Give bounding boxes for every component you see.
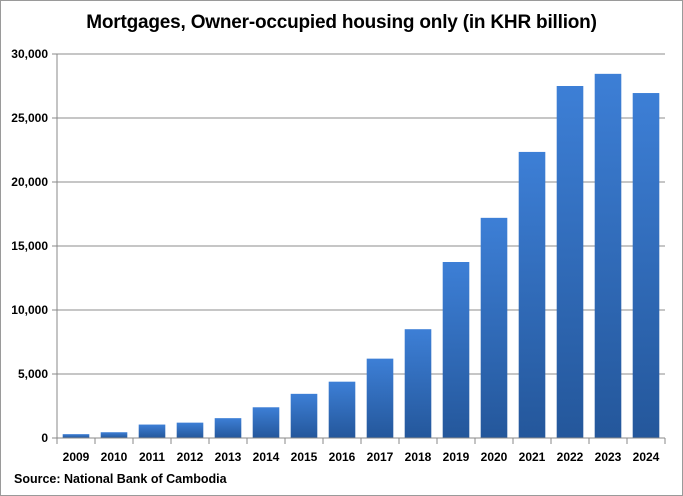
x-tick-label: 2010 <box>101 450 128 464</box>
bar-2024 <box>632 93 660 438</box>
x-tick-label: 2016 <box>329 450 356 464</box>
y-tick-labels: 0 5,000 10,000 15,000 20,000 25,000 30,000 <box>11 47 48 445</box>
x-tick-label: 2014 <box>253 450 280 464</box>
x-tick-label: 2011 <box>139 450 165 464</box>
x-tick-labels: 2009 2010 2011 2012 2013 2014 2015 2016 2017 2018… <box>63 450 660 464</box>
x-tick-label: 2022 <box>557 450 584 464</box>
axes <box>56 54 666 444</box>
x-tick-label: 2018 <box>405 450 432 464</box>
source-note: Source: National Bank of Cambodia <box>14 472 227 486</box>
bar-2015 <box>290 393 318 438</box>
x-tick-label: 2019 <box>443 450 470 464</box>
bar-2019 <box>442 262 470 438</box>
y-tick-label: 25,000 <box>11 111 48 125</box>
y-tick-label: 15,000 <box>11 239 48 253</box>
bars <box>62 73 660 439</box>
y-tick-label: 30,000 <box>11 47 48 61</box>
chart-title: Mortgages, Owner-occupied housing only (… <box>86 12 597 33</box>
x-tick-label: 2023 <box>595 450 622 464</box>
bar-2020 <box>480 217 508 438</box>
x-tick-label: 2012 <box>177 450 204 464</box>
bar-2012 <box>176 422 204 438</box>
bar-2010 <box>100 432 128 438</box>
x-tick-label: 2021 <box>519 450 546 464</box>
bar-2016 <box>328 381 356 438</box>
y-tick-label: 20,000 <box>11 175 48 189</box>
y-tick-label: 10,000 <box>11 303 48 317</box>
x-tick-label: 2015 <box>291 450 318 464</box>
bar-2013 <box>214 418 242 438</box>
bar-2011 <box>138 424 166 438</box>
y-tick-label: 5,000 <box>18 367 48 381</box>
bar-2017 <box>366 358 394 438</box>
x-tick-label: 2009 <box>63 450 90 464</box>
y-tick-label: 0 <box>41 431 48 445</box>
x-tick-label: 2013 <box>215 450 242 464</box>
x-tick-label: 2024 <box>633 450 660 464</box>
bar-2023 <box>594 73 622 438</box>
bar-2022 <box>556 86 584 438</box>
x-tick-label: 2017 <box>367 450 394 464</box>
bar-2018 <box>404 329 432 438</box>
x-tick-label: 2020 <box>481 450 508 464</box>
bar-2021 <box>518 151 546 439</box>
bar-2014 <box>252 407 280 438</box>
bar-2009 <box>62 434 90 438</box>
